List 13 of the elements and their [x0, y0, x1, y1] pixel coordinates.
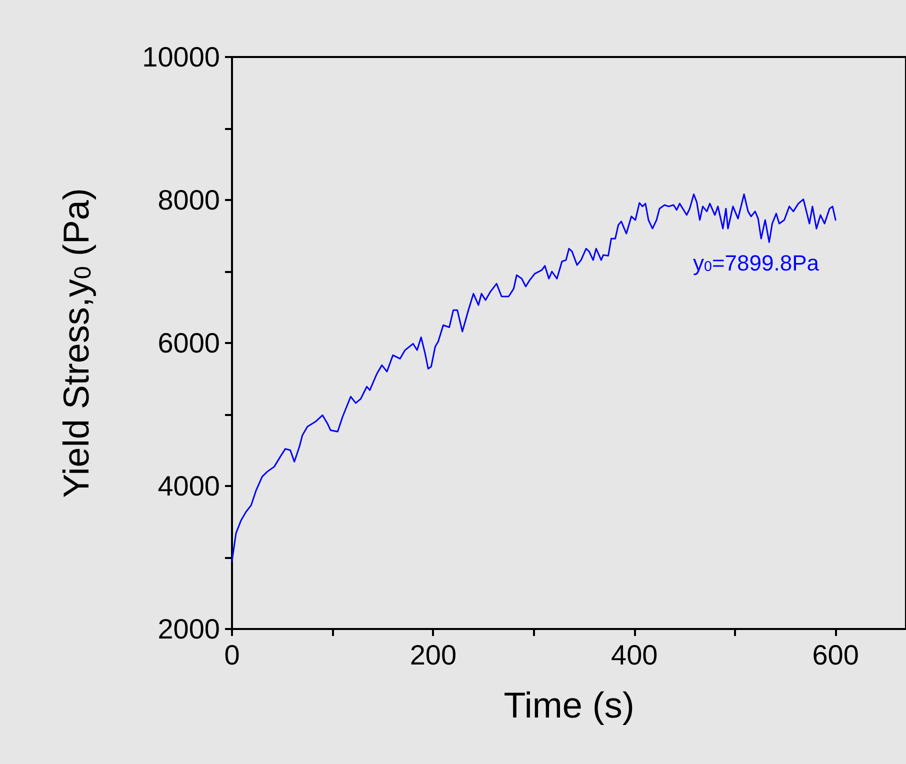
line-series	[231, 194, 836, 562]
annotation: y0=7899.8Pa	[693, 250, 820, 276]
y-tick-label: 8000	[158, 184, 220, 216]
x-axis-title: Time (s)	[504, 684, 634, 726]
x-tick-label: 400	[611, 640, 658, 670]
x-tick-label: 0	[224, 640, 240, 670]
y-tick-label: 6000	[158, 328, 220, 358]
x-tick-label: 200	[410, 640, 457, 670]
y-axis-title: Yield Stress,y0 (Pa)	[56, 188, 96, 498]
y-tick-label: 2000	[158, 614, 220, 644]
x-tick-label: 600	[812, 640, 859, 670]
y-tick-label: 4000	[158, 470, 220, 502]
y-tick-label: 10000	[142, 42, 220, 72]
